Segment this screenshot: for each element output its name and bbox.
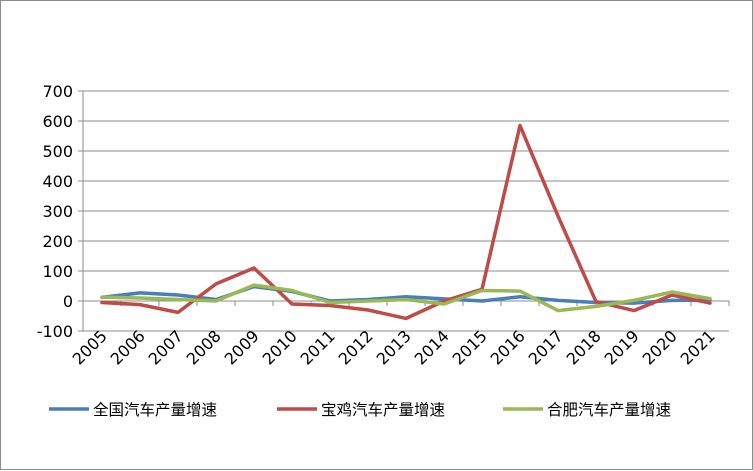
data-point <box>594 305 598 308</box>
y-tick-label: 500 <box>42 142 73 161</box>
data-point <box>670 290 674 294</box>
data-point <box>518 295 522 298</box>
y-tick-label: 100 <box>42 262 73 281</box>
data-point <box>594 300 598 303</box>
x-tick-label: 2018 <box>563 326 605 368</box>
x-tick-label: 2017 <box>525 326 567 368</box>
x-tick-label: 2020 <box>639 326 681 368</box>
legend-label: 全国汽车产量增速 <box>93 401 217 419</box>
data-point <box>708 301 712 305</box>
data-point <box>176 311 180 314</box>
data-point <box>328 301 332 304</box>
y-tick-label: 0 <box>63 292 73 311</box>
data-point <box>366 299 370 303</box>
data-point <box>100 295 104 299</box>
data-point <box>632 309 636 312</box>
x-tick-label: 2013 <box>373 326 415 368</box>
y-tick-labels: -100 0 100 200 300 400 500 600 700 <box>37 82 73 341</box>
x-tick-labels: 2005200620072008200920102011201220132014… <box>69 326 719 368</box>
data-point <box>176 298 180 301</box>
y-tick-label: 700 <box>42 82 73 101</box>
data-point <box>670 293 674 297</box>
x-tick-label: 2009 <box>221 326 263 368</box>
axes <box>78 90 730 332</box>
x-tick-label: 2008 <box>183 326 225 368</box>
data-point <box>138 291 142 295</box>
data-point <box>252 283 256 287</box>
data-point <box>252 266 256 270</box>
data-point <box>518 124 522 127</box>
data-point <box>214 282 218 286</box>
y-tick-label: 400 <box>42 172 73 191</box>
series-lines <box>100 123 712 321</box>
x-tick-label: 2016 <box>487 326 529 368</box>
data-point <box>442 302 446 306</box>
legend-label: 合肥汽车产量增速 <box>547 401 671 419</box>
legend-label: 宝鸡汽车产量增速 <box>321 401 445 419</box>
y-tick-label: -100 <box>37 322 73 341</box>
data-point <box>176 293 180 297</box>
data-point <box>290 302 294 306</box>
x-tick-label: 2019 <box>601 326 643 368</box>
data-point <box>556 214 560 218</box>
x-tick-label: 2015 <box>449 326 491 368</box>
y-tick-label: 200 <box>42 232 73 251</box>
series-line-2 <box>100 123 712 321</box>
data-point <box>670 299 674 302</box>
data-point <box>708 297 712 300</box>
x-tick-label: 2012 <box>335 326 377 368</box>
data-point <box>366 308 370 312</box>
data-point <box>518 289 522 293</box>
x-tick-label: 2011 <box>297 326 339 368</box>
data-point <box>290 289 294 292</box>
data-point <box>480 289 484 292</box>
data-point <box>632 301 636 305</box>
x-tick-label: 2007 <box>145 326 187 368</box>
data-point <box>138 296 142 300</box>
x-tick-label: 2014 <box>411 326 453 368</box>
y-tick-label: 300 <box>42 202 73 221</box>
data-point <box>556 299 560 302</box>
x-tick-label: 2010 <box>259 326 301 368</box>
x-tick-label: 2021 <box>677 326 719 368</box>
y-tick-label: 600 <box>42 112 73 131</box>
data-point <box>404 298 408 301</box>
data-point <box>442 299 446 303</box>
x-tick-label: 2005 <box>69 326 111 368</box>
data-point <box>480 299 484 303</box>
data-point <box>556 309 560 312</box>
data-point <box>632 299 636 302</box>
data-point <box>214 299 218 303</box>
data-point <box>138 303 142 306</box>
legend: 全国汽车产量增速 宝鸡汽车产量增速 合肥汽车产量增速 <box>49 401 671 419</box>
data-point <box>404 317 408 320</box>
data-point <box>404 295 408 298</box>
data-point <box>328 304 332 307</box>
x-tick-label: 2006 <box>107 326 149 368</box>
data-point <box>100 301 104 304</box>
